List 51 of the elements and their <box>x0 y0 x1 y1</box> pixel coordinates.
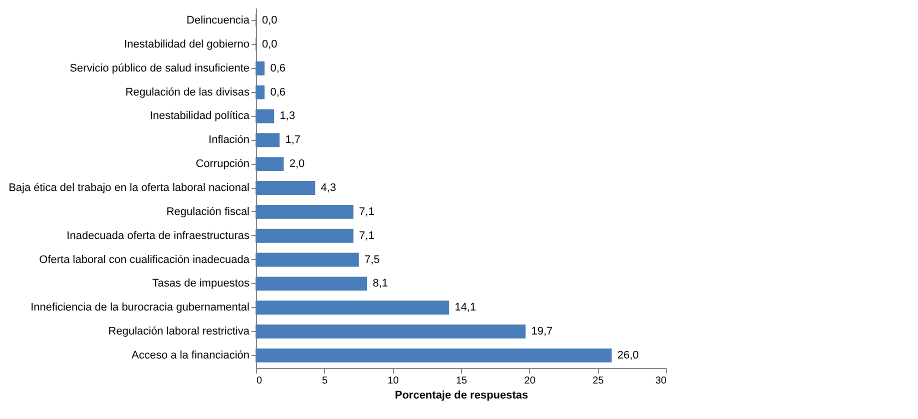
bar <box>256 204 354 219</box>
x-tick-label: 25 <box>592 376 604 386</box>
data-label: 19,7 <box>531 326 553 338</box>
y-tick-label: Corrupción <box>196 158 250 170</box>
y-tick-label: Regulación fiscal <box>166 206 250 218</box>
data-label: 7,1 <box>359 230 374 242</box>
data-label: 8,1 <box>372 278 388 290</box>
y-tick-label: Inestabilidad del gobierno <box>124 38 250 50</box>
y-tick-label: Inneficiencia de la burocracia gubernamental <box>30 302 250 314</box>
data-label: 0,6 <box>270 86 286 98</box>
x-tick-label: 5 <box>322 376 328 386</box>
bar <box>256 228 354 243</box>
bar <box>256 133 280 148</box>
y-tick-label: Acceso a la financiación <box>131 349 250 362</box>
bar <box>256 181 316 195</box>
bar <box>256 276 368 291</box>
x-tick-label: 10 <box>388 376 400 386</box>
y-tick-label: Inadecuada oferta de infraestructuras <box>66 230 250 242</box>
data-label: 26,0 <box>617 349 639 362</box>
x-tick-label: 20 <box>524 376 536 386</box>
data-label: 7,1 <box>359 206 374 218</box>
data-label: 1,7 <box>285 134 301 146</box>
y-tick-label: Regulación de las divisas <box>125 86 250 98</box>
y-tick-label: Oferta laboral con cualificación inadecuada <box>39 254 250 266</box>
y-tick-label: Delincuencia <box>186 14 250 27</box>
data-label: 1,3 <box>280 110 296 122</box>
data-label: 0,0 <box>262 38 278 50</box>
data-label: 4,3 <box>320 182 336 194</box>
data-label: 2,0 <box>289 158 305 170</box>
bar <box>256 157 284 172</box>
bar <box>256 252 359 267</box>
y-tick-label: Servicio público de salud insuficiente <box>70 62 250 74</box>
data-label: 14,1 <box>454 302 476 314</box>
x-tick-label: 15 <box>456 376 468 386</box>
bar <box>256 348 612 362</box>
y-tick-label: Baja ética del trabajo en la oferta laboral nacional <box>8 182 250 194</box>
bar <box>256 300 450 315</box>
data-label: 0,6 <box>270 62 286 74</box>
bar <box>256 85 265 100</box>
y-tick-label: Tasas de impuestos <box>152 278 250 290</box>
data-label: 0,0 <box>262 14 278 27</box>
y-tick-label: Inestabilidad política <box>150 110 250 122</box>
x-tick-label: 30 <box>655 376 667 386</box>
bar <box>256 109 274 124</box>
bar <box>256 324 526 338</box>
y-tick-label: Regulación laboral restrictiva <box>108 326 250 338</box>
bar <box>256 61 265 76</box>
data-label: 7,5 <box>364 254 380 266</box>
x-axis-title: Porcentaje de respuestas <box>394 390 528 402</box>
x-tick-label: 0 <box>256 376 262 386</box>
y-tick-label: Inflación <box>208 134 250 146</box>
